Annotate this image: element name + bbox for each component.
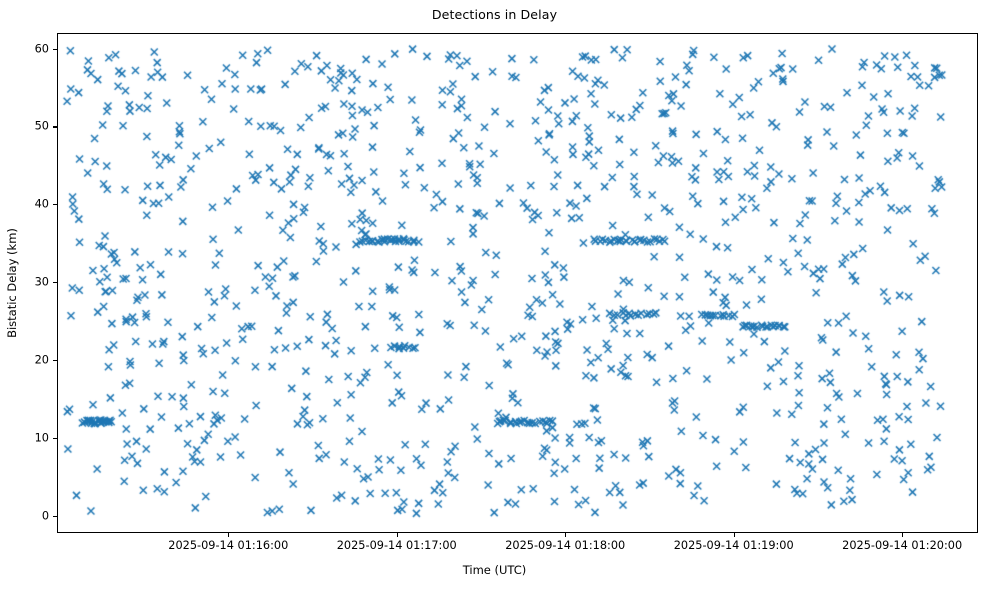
y-tick-label: 0	[41, 509, 49, 523]
scatter-series	[58, 34, 977, 532]
y-tick-label: 50	[34, 119, 49, 133]
x-tick-label: 2025-09-14 01:20:00	[842, 539, 963, 552]
x-tick-mark	[228, 533, 230, 537]
x-tick-label: 2025-09-14 01:18:00	[505, 539, 626, 552]
plot-area	[57, 33, 978, 533]
x-tick-mark	[733, 533, 735, 537]
x-tick-mark	[396, 533, 398, 537]
y-tick-label: 10	[34, 431, 49, 445]
y-tick-label: 20	[34, 353, 49, 367]
y-tick-label: 30	[34, 275, 49, 289]
x-tick-mark	[902, 533, 904, 537]
y-tick-mark	[53, 126, 57, 128]
y-tick-mark	[53, 48, 57, 50]
y-tick-label: 40	[34, 197, 49, 211]
page-title: Detections in Delay	[431, 7, 558, 22]
y-axis-label: Bistatic Delay (km)	[5, 228, 19, 338]
y-tick-mark	[53, 204, 57, 206]
y-tick-mark	[53, 282, 57, 284]
y-tick-label: 60	[34, 41, 49, 55]
x-tick-label: 2025-09-14 01:16:00	[168, 539, 289, 552]
x-tick-label: 2025-09-14 01:19:00	[673, 539, 794, 552]
y-axis-tick-labels: 0 10 20 30 40 50 60	[0, 33, 49, 533]
y-tick-mark	[53, 515, 57, 517]
x-axis-label: Time (UTC)	[462, 563, 527, 577]
x-tick-mark	[565, 533, 567, 537]
y-tick-mark	[53, 360, 57, 362]
y-tick-mark	[53, 437, 57, 440]
x-tick-label: 2025-09-14 01:17:00	[336, 539, 457, 552]
